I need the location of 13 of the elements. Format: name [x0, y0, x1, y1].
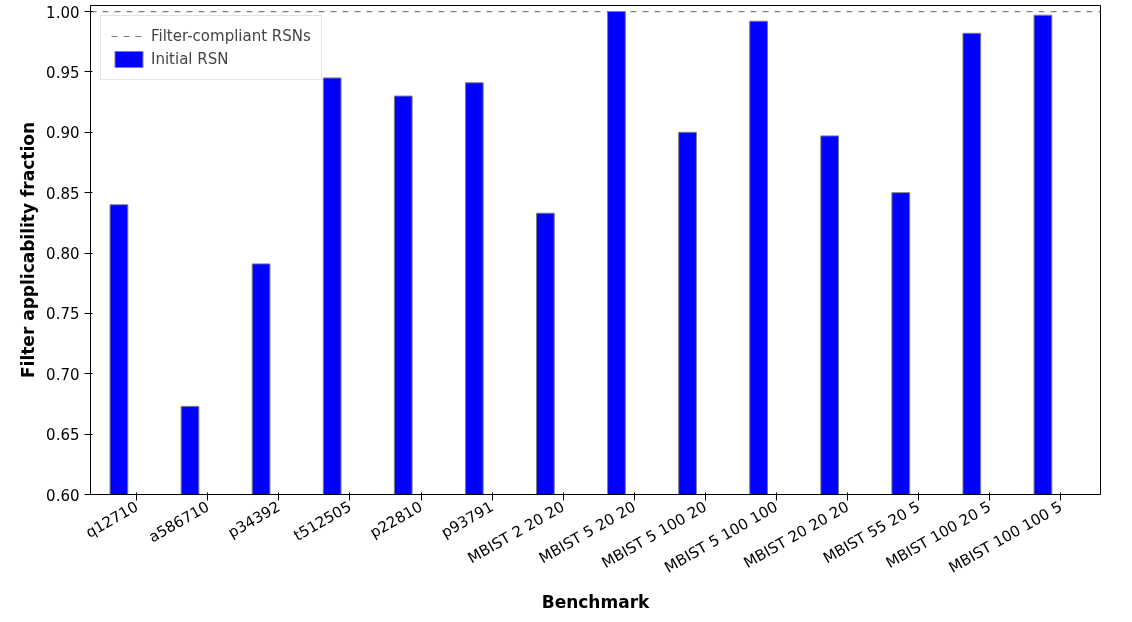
y-tick-label: 0.90	[46, 124, 80, 143]
y-tick-label: 0.85	[46, 184, 80, 203]
y-tick-label: 0.75	[46, 305, 80, 324]
y-tick-label: 1.00	[46, 3, 80, 22]
y-tick-label: 0.65	[46, 426, 80, 445]
y-tick-label: 0.80	[46, 245, 80, 264]
legend-label: Initial RSN	[151, 50, 229, 68]
legend-label: Filter-compliant RSNs	[151, 27, 311, 45]
x-axis-title: Benchmark	[541, 592, 651, 613]
y-tick-label: 0.60	[46, 486, 80, 505]
y-axis-title: Filter applicability fraction	[18, 121, 39, 379]
y-tick-label: 0.70	[46, 365, 80, 384]
y-tick-label: 0.95	[46, 63, 80, 82]
